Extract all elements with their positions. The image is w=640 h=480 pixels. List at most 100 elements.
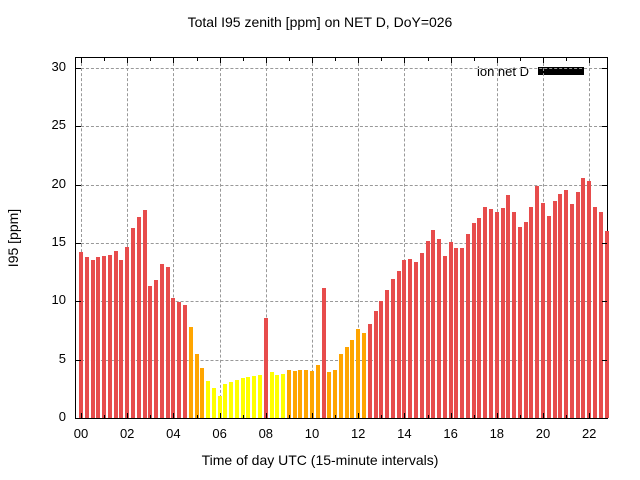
bar (396, 271, 401, 418)
x-tick-mark (519, 58, 521, 61)
bar (460, 248, 465, 418)
x-tick-mark (265, 58, 267, 63)
x-tick-mark (404, 58, 406, 63)
plot-area: ion net D 00 02 04 06 08 10 12 14 16 18 20 22 (74, 57, 609, 441)
x-tick-mark (150, 415, 152, 418)
y-tick-label: 0 (58, 409, 66, 424)
bar (165, 267, 170, 418)
bar (500, 208, 505, 418)
gridline-horizontal (76, 301, 607, 303)
bar (517, 227, 522, 418)
chart-title: Total I95 zenith [ppm] on NET D, DoY=026 (187, 14, 453, 30)
bar (437, 239, 442, 418)
bar (575, 192, 580, 418)
bar (413, 262, 418, 418)
y-tick-mark (602, 301, 607, 303)
bar (159, 264, 164, 418)
x-tick-mark (427, 415, 429, 418)
bar (246, 377, 251, 418)
x-tick-mark (589, 413, 591, 418)
x-tick-mark (496, 413, 498, 418)
bar (367, 324, 372, 418)
x-tick-mark (104, 415, 106, 418)
bar (333, 370, 338, 418)
bar (154, 280, 159, 418)
bar (431, 230, 436, 418)
x-tick-label: 08 (258, 426, 274, 441)
bar (84, 257, 89, 418)
bar (321, 288, 326, 418)
x-tick-mark (335, 58, 337, 61)
y-tick-mark (602, 68, 607, 69)
bar (229, 382, 234, 418)
bar (263, 318, 268, 418)
gridline-vertical (312, 58, 313, 418)
y-axis-label: I95 [ppm] (5, 208, 21, 268)
x-tick-mark (381, 58, 383, 61)
y-tick-mark (602, 243, 607, 244)
y-tick-label: 30 (51, 59, 66, 74)
bar (592, 207, 597, 418)
bar (535, 186, 540, 418)
x-tick-mark (219, 413, 221, 418)
gridline-vertical (219, 58, 221, 418)
bar (113, 251, 118, 418)
bar (142, 210, 147, 418)
gridline-vertical (173, 58, 175, 418)
y-tick-mark (602, 184, 607, 186)
bar (194, 354, 199, 418)
y-tick-mark (76, 184, 81, 186)
legend: ion net D (477, 63, 584, 79)
x-tick-mark (150, 58, 152, 61)
y-tick-mark (76, 301, 81, 303)
gridline-vertical (265, 58, 267, 418)
bar (419, 253, 424, 418)
bar (177, 302, 182, 418)
bar (465, 234, 470, 418)
bar (171, 298, 176, 418)
y-tick-mark (76, 68, 81, 69)
bar (604, 231, 609, 418)
y-tick-mark (76, 359, 81, 361)
x-tick-mark (427, 58, 429, 61)
bar (206, 381, 211, 418)
x-tick-mark (242, 58, 244, 61)
x-tick-mark (127, 58, 129, 63)
x-tick-mark (173, 413, 175, 418)
x-tick-mark (219, 58, 221, 63)
x-tick-mark (358, 58, 360, 63)
bar (385, 290, 390, 418)
x-tick-label: 12 (350, 426, 366, 441)
bar (598, 212, 603, 418)
bar (506, 195, 511, 418)
y-tick-label: 5 (58, 350, 66, 366)
bar (402, 260, 407, 418)
bar (102, 256, 107, 418)
bar (234, 380, 239, 418)
bar (136, 217, 141, 418)
x-tick-label: 14 (397, 426, 412, 441)
x-tick-mark (473, 415, 475, 418)
bar (338, 354, 343, 418)
bar (558, 194, 563, 418)
x-tick-mark (104, 58, 106, 61)
bar (119, 260, 124, 418)
bar (240, 378, 245, 418)
bar (258, 375, 263, 418)
x-tick-mark (196, 415, 198, 418)
bar (275, 375, 280, 418)
x-tick-mark (450, 413, 452, 418)
bar (130, 228, 135, 418)
bar (79, 252, 83, 418)
bar (148, 286, 153, 418)
x-tick-mark (404, 413, 406, 418)
x-tick-mark (473, 58, 475, 61)
x-tick-mark (81, 413, 82, 418)
bar (90, 260, 95, 418)
bar (344, 347, 349, 418)
bar (379, 301, 384, 418)
x-tick-mark (312, 58, 313, 63)
bar (552, 201, 557, 418)
bar (523, 222, 528, 418)
